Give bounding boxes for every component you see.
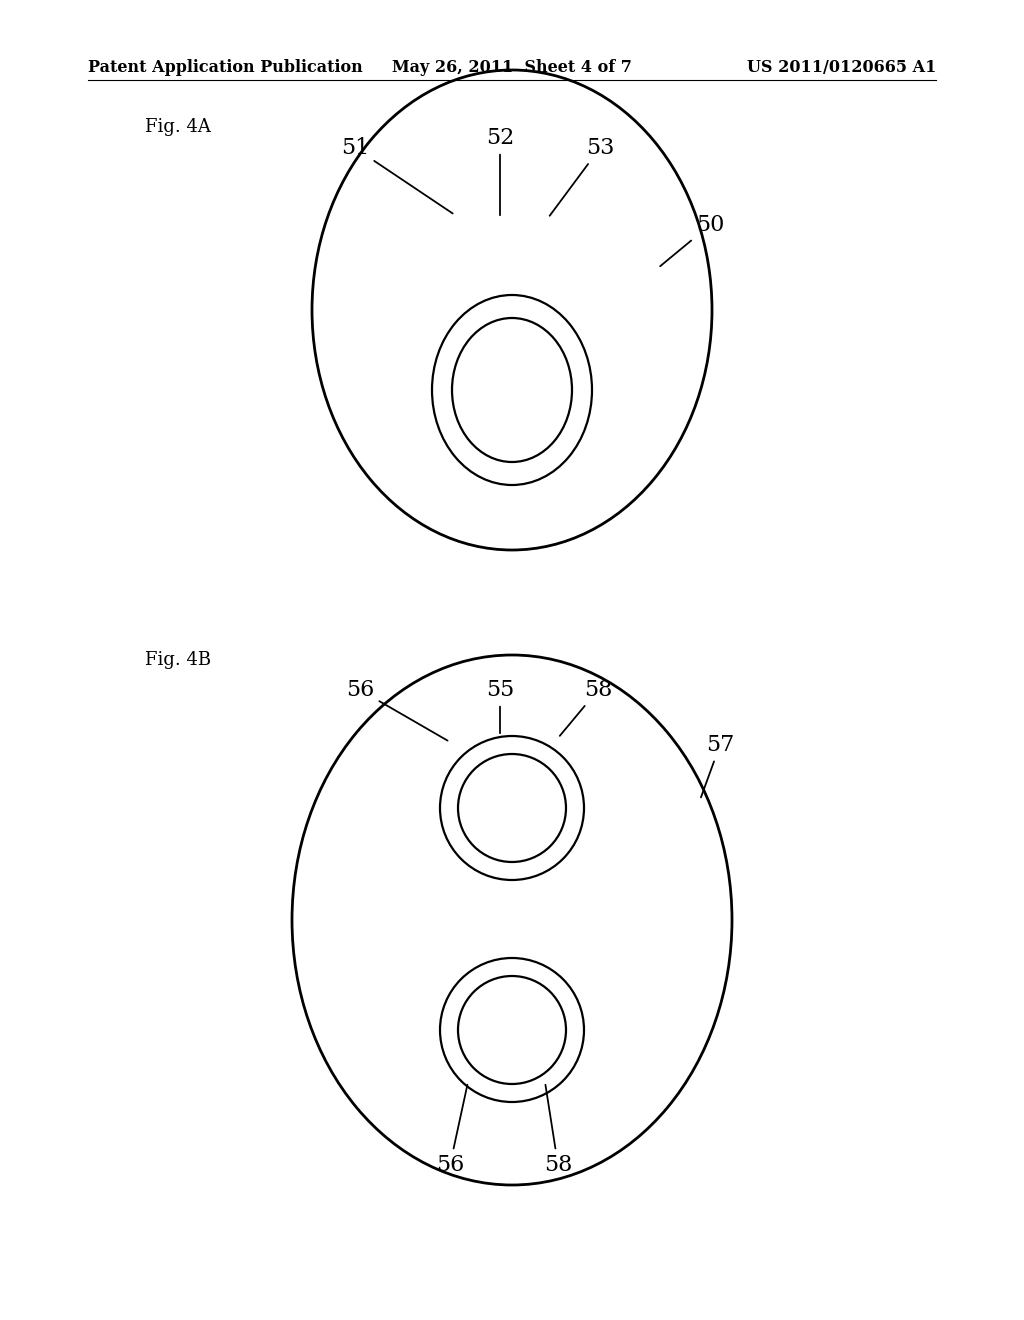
Text: Patent Application Publication: Patent Application Publication: [88, 59, 362, 77]
Text: 55: 55: [485, 678, 514, 733]
Text: 58: 58: [560, 678, 612, 735]
Text: 56: 56: [346, 678, 447, 741]
Text: Fig. 4A: Fig. 4A: [145, 117, 211, 136]
Text: 52: 52: [485, 127, 514, 215]
Text: 57: 57: [701, 734, 734, 797]
Text: US 2011/0120665 A1: US 2011/0120665 A1: [746, 59, 936, 77]
Text: May 26, 2011  Sheet 4 of 7: May 26, 2011 Sheet 4 of 7: [392, 59, 632, 77]
Text: 53: 53: [550, 137, 614, 215]
Text: Fig. 4B: Fig. 4B: [145, 651, 211, 669]
Text: 50: 50: [660, 214, 724, 267]
Text: 58: 58: [544, 1085, 572, 1176]
Text: 56: 56: [436, 1085, 467, 1176]
Text: 51: 51: [341, 137, 453, 214]
